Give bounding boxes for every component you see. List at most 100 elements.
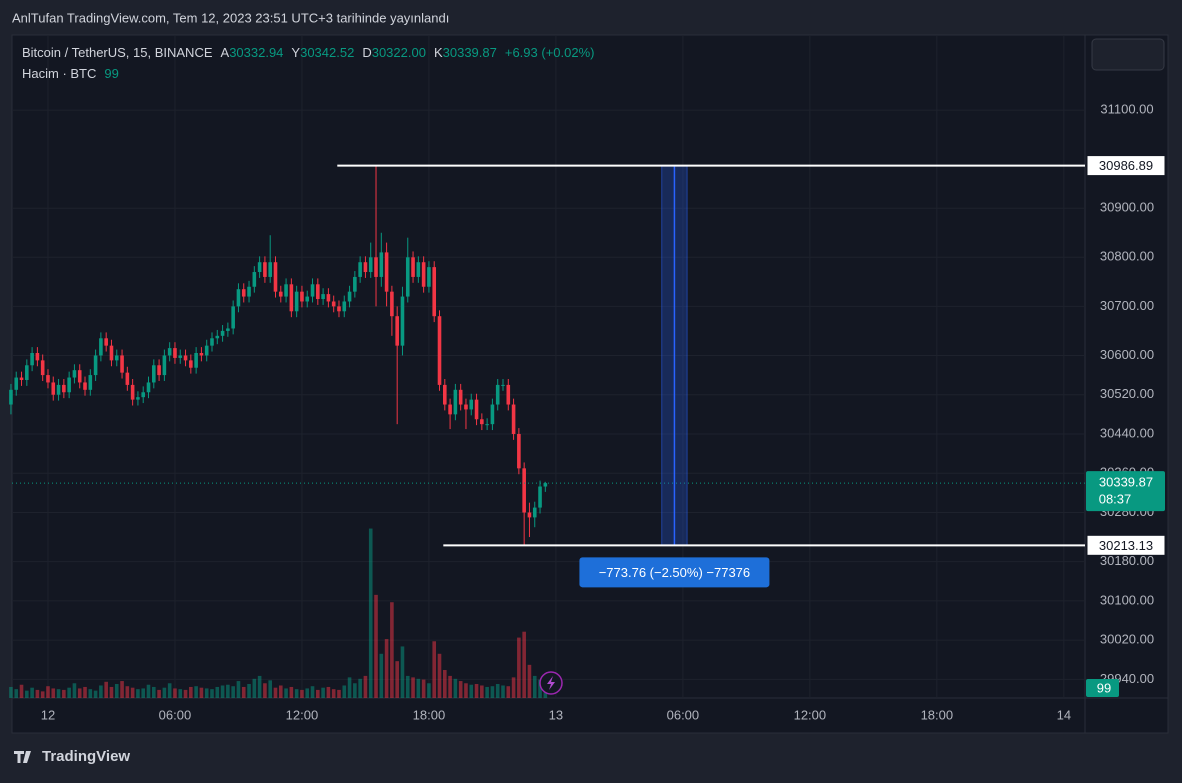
candle-body — [522, 468, 526, 513]
candle-body — [511, 404, 516, 434]
volume-bar — [474, 684, 479, 698]
volume-bar — [141, 688, 146, 698]
candle-body — [194, 353, 198, 368]
candle-body — [220, 330, 225, 336]
y-tick-label: 30600.00 — [1100, 347, 1154, 362]
volume-bar — [543, 690, 548, 698]
candle-body — [210, 338, 214, 346]
candle-body — [25, 365, 29, 380]
candle-body — [19, 377, 24, 380]
volume-bar — [178, 689, 183, 698]
candle-body — [83, 382, 87, 390]
volume-bar — [9, 686, 13, 698]
candle-body — [30, 353, 34, 366]
volume-bar — [77, 688, 82, 698]
y-tick-label: 30700.00 — [1100, 298, 1154, 313]
volume-bar — [220, 685, 225, 698]
candle-body — [405, 257, 410, 297]
candle-body — [46, 375, 50, 383]
volume-bar — [199, 687, 204, 698]
volume-bar — [25, 690, 29, 698]
volume-bar — [490, 686, 495, 698]
candle-body — [125, 372, 130, 385]
ohlc-value: 30322.00 — [372, 45, 426, 60]
y-tick-label: 30800.00 — [1100, 249, 1154, 264]
candle-body — [305, 296, 310, 302]
last-price-box — [1086, 471, 1165, 512]
candle-body — [130, 384, 135, 400]
candle-body — [501, 384, 505, 386]
candle-body — [173, 348, 177, 358]
volume-bar — [67, 687, 71, 698]
logo-glyph — [14, 751, 31, 763]
candle-body — [368, 257, 373, 273]
volume-bar — [263, 683, 267, 698]
candle-body — [93, 355, 98, 376]
brand: TradingView — [42, 748, 130, 765]
volume-bar — [231, 686, 235, 698]
volume-bar — [522, 631, 526, 698]
ohlc: A30332.94 Y30342.52 D30322.00 K30339.87 — [221, 45, 497, 60]
candle-body — [104, 338, 108, 346]
legend: Bitcoin / TetherUS, 15, BINANCE A30332.94… — [22, 45, 594, 60]
candle-body — [257, 262, 262, 273]
measure-label: −773.76 (−2.50%) −77376 — [599, 565, 750, 580]
volume-bar — [501, 685, 505, 698]
candle-body — [146, 382, 151, 393]
volume-bar — [210, 689, 214, 698]
volume-bar — [517, 637, 521, 698]
volume-bar — [151, 686, 156, 698]
candle-body — [331, 301, 336, 307]
candle-body — [384, 252, 389, 292]
candle-body — [141, 392, 146, 398]
volume-bar — [363, 675, 368, 698]
candle-body — [72, 370, 77, 378]
volume-bar — [427, 683, 431, 698]
candle-body — [448, 404, 452, 415]
volume-bar — [183, 689, 188, 698]
x-tick-label: 12:00 — [794, 707, 827, 722]
chart-pane — [11, 34, 1169, 734]
volume-bar — [321, 687, 325, 698]
volume-bar — [257, 675, 262, 698]
volume-bar — [93, 690, 98, 698]
candle-body — [77, 370, 82, 383]
candle-body — [506, 384, 511, 405]
y-tick-label: 30440.00 — [1100, 425, 1154, 440]
candle-body — [337, 306, 341, 312]
candle-body — [294, 291, 299, 312]
x-tick-label: 14 — [1057, 707, 1071, 722]
toolbar-button[interactable] — [1091, 38, 1165, 71]
x-tick-label: 18:00 — [921, 707, 954, 722]
volume-bar — [305, 688, 310, 698]
volume-title: Hacim · BTC — [22, 66, 96, 81]
volume-bar — [215, 686, 220, 698]
candle-body — [56, 384, 61, 395]
candle-body — [204, 345, 209, 356]
candle-body — [310, 284, 315, 297]
volume-bar — [30, 687, 34, 698]
y-tick-label: 30180.00 — [1100, 553, 1154, 568]
volume-bar — [379, 653, 384, 698]
candle-body — [411, 257, 415, 277]
candle-body — [278, 291, 283, 297]
volume-bar — [532, 675, 537, 698]
volume-bar — [374, 594, 378, 698]
volume-bar — [437, 653, 442, 698]
candle-body — [342, 301, 347, 312]
volume-bar — [14, 689, 19, 698]
volume-bar — [252, 678, 257, 698]
candle-body — [136, 397, 140, 400]
y-tick-label: 31100.00 — [1100, 102, 1153, 117]
candle-body — [353, 276, 357, 292]
ohlc-key: K — [434, 45, 443, 60]
volume-bar — [480, 685, 484, 698]
volume-bar — [400, 646, 405, 698]
volume-bar — [368, 528, 373, 698]
volume-tag-box — [1086, 679, 1119, 697]
candle-body — [157, 365, 161, 376]
volume-bar — [331, 689, 336, 698]
volume-bar — [358, 678, 362, 698]
price-label-box — [1086, 155, 1166, 177]
